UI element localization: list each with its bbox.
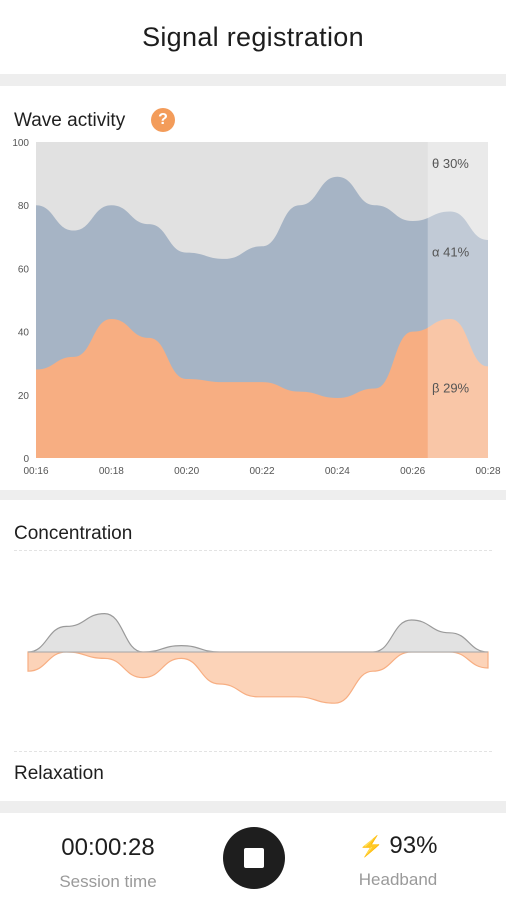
section-divider <box>0 490 506 500</box>
section-divider <box>0 801 506 813</box>
session-time-label: Session time <box>59 872 157 891</box>
beta-area <box>36 318 488 458</box>
relaxation-divider <box>14 751 492 752</box>
stop-button[interactable] <box>223 827 285 889</box>
series-label: β 29% <box>432 380 470 395</box>
y-tick-label: 40 <box>18 328 30 339</box>
session-time-value: 00:00:28 <box>61 834 155 861</box>
battery-value: 93% <box>389 832 438 859</box>
x-tick-label: 00:16 <box>23 466 48 477</box>
concentration-title: Concentration <box>14 523 133 544</box>
y-tick-label: 20 <box>18 391 30 402</box>
bolt-icon: ⚡ <box>358 836 384 858</box>
current-window-overlay <box>427 142 488 458</box>
battery-label: Headband <box>358 870 438 889</box>
x-tick-label: 00:28 <box>475 466 500 477</box>
x-tick-label: 00:22 <box>249 466 274 477</box>
concentration-area <box>27 612 489 653</box>
stop-icon <box>244 848 264 868</box>
section-divider <box>0 74 506 86</box>
app-header: Signal registration <box>0 0 506 74</box>
x-tick-label: 00:26 <box>400 466 425 477</box>
battery-status: ⚡ 93% <box>350 832 446 860</box>
concentration-divider <box>14 550 492 551</box>
relaxation-area <box>27 651 489 704</box>
y-tick-label: 60 <box>18 264 30 275</box>
wave-activity-title: Wave activity <box>14 110 126 131</box>
series-label: θ 30% <box>432 156 469 171</box>
x-tick-label: 00:18 <box>99 466 124 477</box>
y-tick-label: 0 <box>23 454 29 465</box>
y-tick-label: 100 <box>12 138 29 149</box>
relaxation-title: Relaxation <box>14 763 104 784</box>
concentration-relaxation-chart <box>27 612 489 704</box>
wave-activity-chart: β 29% α 41% θ 30% 0 20 40 60 80 100 00:16 00:18 00:… <box>12 138 501 477</box>
x-tick-label: 00:20 <box>174 466 199 477</box>
help-icon[interactable]: ? <box>151 108 175 132</box>
y-tick-label: 80 <box>18 201 30 212</box>
page-title: Signal registration <box>142 21 364 52</box>
series-label: α 41% <box>432 245 470 260</box>
x-tick-label: 00:24 <box>325 466 350 477</box>
